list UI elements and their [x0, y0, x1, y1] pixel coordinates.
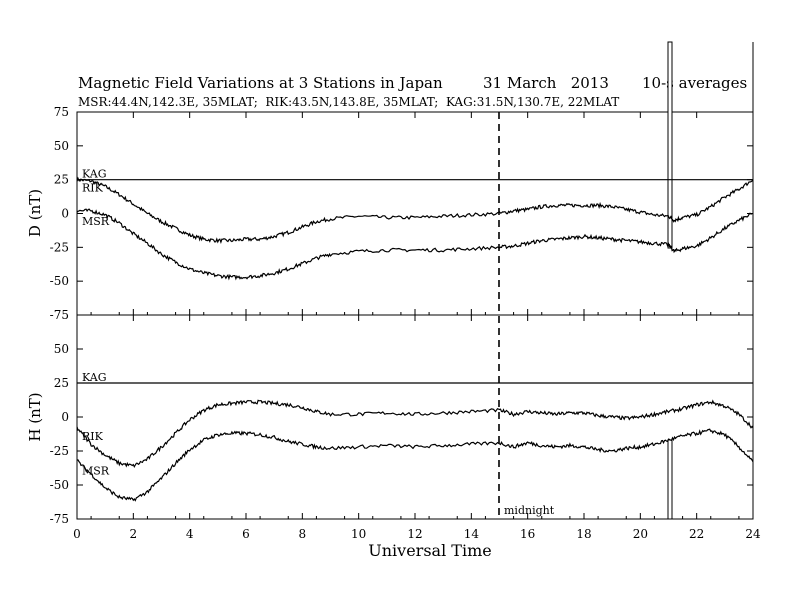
y-tick-label: 25: [54, 376, 69, 390]
y-tick-label: -75: [50, 512, 69, 526]
series-line-msr-h: [76, 428, 754, 502]
y-tick-label: 75: [54, 105, 69, 119]
x-tick-label: 20: [633, 527, 648, 541]
series-label-rik: RIK: [82, 430, 104, 443]
series-label-kag: KAG: [82, 168, 107, 181]
chart-title: Magnetic Field Variations at 3 Stations …: [78, 74, 443, 92]
x-tick-label: 22: [689, 527, 704, 541]
y-tick-label: -75: [50, 308, 69, 322]
y-tick-label: -25: [50, 240, 69, 254]
chart-averaging: 10-s averages: [642, 74, 747, 92]
x-tick-label: 16: [520, 527, 535, 541]
x-tick-label: 0: [73, 527, 81, 541]
series-label-msr: MSR: [82, 465, 110, 478]
y-tick-label: -25: [50, 444, 69, 458]
bottom-ylabel: H (nT): [26, 392, 44, 441]
gap-marker-bottom: [667, 439, 673, 520]
x-tick-label: 6: [242, 527, 250, 541]
top-ylabel: D (nT): [26, 189, 44, 237]
y-tick-label: 25: [54, 173, 69, 187]
x-tick-label: 2: [130, 527, 138, 541]
bottom-panel-frame: [76, 314, 754, 520]
y-tick-label: 0: [61, 410, 69, 424]
series-label-kag: KAG: [82, 371, 107, 384]
stations-line: MSR:44.4N,142.3E, 35MLAT; RIK:43.5N,143.…: [78, 95, 619, 109]
midnight-label: midnight: [504, 504, 555, 517]
y-tick-label: 50: [54, 342, 69, 356]
series-line-rik-d: [76, 176, 754, 245]
y-tick-label: 50: [54, 139, 69, 153]
series-label-rik: RIK: [82, 182, 104, 195]
y-tick-label: 0: [61, 207, 69, 221]
x-tick-label: 8: [299, 527, 307, 541]
xlabel: Universal Time: [368, 541, 491, 560]
series-line-rik-h: [76, 399, 754, 468]
chart-date: 31 March 2013: [483, 74, 609, 92]
x-tick-label: 14: [464, 527, 480, 541]
series-line-msr-d: [76, 208, 754, 281]
x-tick-label: 12: [407, 527, 422, 541]
x-tick-label: 4: [186, 527, 194, 541]
x-tick-label: 10: [351, 527, 366, 541]
x-tick-label: 18: [576, 527, 591, 541]
y-tick-label: -50: [50, 478, 69, 492]
series-label-msr: MSR: [82, 215, 110, 228]
x-tick-label: 24: [745, 527, 761, 541]
y-tick-label: -50: [50, 274, 69, 288]
